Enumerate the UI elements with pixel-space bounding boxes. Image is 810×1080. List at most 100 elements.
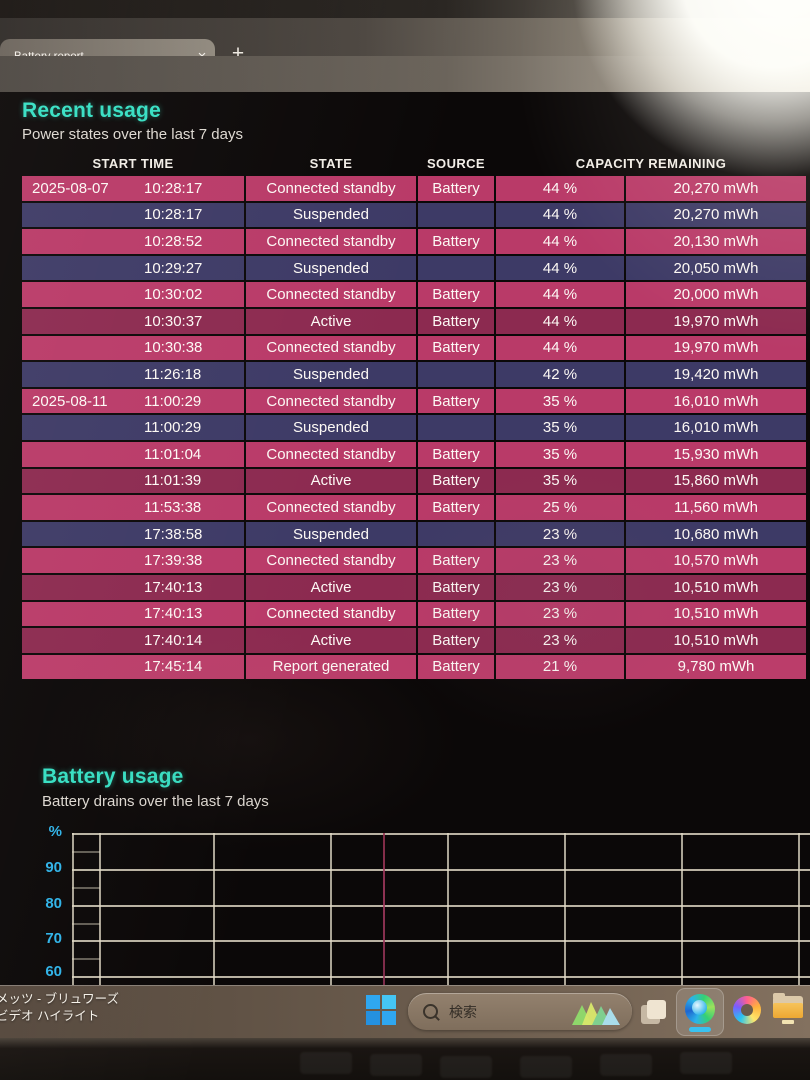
cell-capacity-percent: 21 % xyxy=(496,654,624,680)
cell-source: Battery xyxy=(418,574,494,600)
cell-capacity-percent: 35 % xyxy=(496,441,624,467)
cell-state: Active xyxy=(246,308,416,334)
copilot-icon[interactable] xyxy=(733,996,761,1024)
cell-capacity-mwh: 10,510 mWh xyxy=(626,601,806,627)
power-states-table-rows: 2025-08-07 10:28:17 Connected standby Ba… xyxy=(22,176,806,680)
windows-start-icon[interactable] xyxy=(366,995,398,1027)
cell-capacity-mwh: 19,970 mWh xyxy=(626,335,806,361)
start-time: 11:01:04 xyxy=(144,445,202,463)
start-time: 10:28:52 xyxy=(144,232,203,250)
file-explorer-icon[interactable] xyxy=(773,993,803,1024)
window-top-strip xyxy=(0,0,810,18)
cell-capacity-mwh: 10,510 mWh xyxy=(626,574,806,600)
cell-source: Battery xyxy=(418,388,494,414)
cell-source: Battery xyxy=(418,176,494,201)
cell-capacity-mwh: 15,860 mWh xyxy=(626,468,806,494)
cell-source: Battery xyxy=(418,308,494,334)
taskbar-news-widget[interactable]: メッツ - ブリュワーズ ビデオ ハイライト xyxy=(0,991,119,1025)
cell-capacity-percent: 23 % xyxy=(496,574,624,600)
cell-state: Suspended xyxy=(246,202,416,228)
cell-state: Connected standby xyxy=(246,548,416,573)
start-time: 10:30:02 xyxy=(144,286,203,304)
col-state: STATE xyxy=(309,156,353,171)
y-tick-70: 70 xyxy=(45,930,62,947)
start-time: 17:39:38 xyxy=(144,552,203,570)
cell-source: Battery xyxy=(418,335,494,361)
cell-source xyxy=(418,521,494,547)
power-states-table-header: START TIME STATE SOURCE CAPACITY REMAINI… xyxy=(22,156,806,171)
col-source: SOURCE xyxy=(426,156,486,171)
cell-capacity-percent: 44 % xyxy=(496,176,624,201)
start-time: 11:00:29 xyxy=(144,419,202,437)
cell-capacity-percent: 23 % xyxy=(496,628,624,653)
cell-state: Active xyxy=(246,628,416,653)
start-time: 10:30:38 xyxy=(144,339,203,357)
start-time: 11:53:38 xyxy=(144,498,202,516)
battery-usage-title: Battery usage xyxy=(42,765,184,788)
search-label: 検索 xyxy=(449,1003,477,1020)
bing-daily-image-icon[interactable] xyxy=(570,999,622,1025)
laptop-keyboard xyxy=(0,1038,810,1080)
cell-capacity-mwh: 10,510 mWh xyxy=(626,628,806,653)
cell-source: Battery xyxy=(418,282,494,307)
windows-taskbar: メッツ - ブリュワーズ ビデオ ハイライト 検索 xyxy=(0,985,810,1038)
cell-capacity-mwh: 20,130 mWh xyxy=(626,229,806,254)
cell-capacity-percent: 25 % xyxy=(496,495,624,520)
cell-source: Battery xyxy=(418,229,494,254)
edge-taskbar-button[interactable] xyxy=(676,988,724,1036)
battery-report-page: Recent usage Power states over the last … xyxy=(0,92,810,985)
cell-state: Suspended xyxy=(246,255,416,281)
cell-state: Connected standby xyxy=(246,441,416,467)
start-time: 10:30:37 xyxy=(144,312,203,330)
cell-source xyxy=(418,202,494,228)
cell-source: Battery xyxy=(418,628,494,653)
cell-source: Battery xyxy=(418,548,494,573)
y-tick-percent: % xyxy=(48,823,62,840)
cell-capacity-percent: 44 % xyxy=(496,282,624,307)
chart-y-axis-labels: % 90 80 70 60 xyxy=(20,92,62,985)
cell-state: Connected standby xyxy=(246,495,416,520)
task-view-icon[interactable] xyxy=(641,1000,667,1026)
cell-capacity-percent: 44 % xyxy=(496,229,624,254)
cell-capacity-mwh: 20,050 mWh xyxy=(626,255,806,281)
cell-source xyxy=(418,415,494,440)
cell-capacity-percent: 44 % xyxy=(496,255,624,281)
cell-state: Suspended xyxy=(246,521,416,547)
news-subline: ビデオ ハイライト xyxy=(0,1009,100,1023)
cell-state: Connected standby xyxy=(246,601,416,627)
cell-capacity-mwh: 19,420 mWh xyxy=(626,362,806,387)
cell-capacity-percent: 44 % xyxy=(496,202,624,228)
start-time: 11:00:29 xyxy=(144,392,202,410)
cell-capacity-mwh: 11,560 mWh xyxy=(626,495,806,520)
y-tick-60: 60 xyxy=(45,963,62,980)
cell-capacity-mwh: 16,010 mWh xyxy=(626,388,806,414)
start-time: 11:01:39 xyxy=(144,472,202,490)
cell-capacity-mwh: 15,930 mWh xyxy=(626,441,806,467)
cell-capacity-percent: 35 % xyxy=(496,388,624,414)
y-tick-80: 80 xyxy=(45,895,62,912)
cell-source: Battery xyxy=(418,495,494,520)
cell-state: Connected standby xyxy=(246,388,416,414)
start-time: 10:28:17 xyxy=(144,206,203,224)
laptop-screen: Battery report × + i ファイル C:/Users/user/… xyxy=(0,0,810,1038)
cell-capacity-percent: 23 % xyxy=(496,521,624,547)
taskbar-search-box[interactable]: 検索 xyxy=(408,993,632,1030)
cell-capacity-percent: 35 % xyxy=(496,468,624,494)
cell-capacity-mwh: 20,270 mWh xyxy=(626,202,806,228)
cell-source: Battery xyxy=(418,441,494,467)
cell-source xyxy=(418,362,494,387)
cell-state: Connected standby xyxy=(246,282,416,307)
cell-capacity-mwh: 10,680 mWh xyxy=(626,521,806,547)
cell-capacity-mwh: 19,970 mWh xyxy=(626,308,806,334)
cell-capacity-percent: 23 % xyxy=(496,548,624,573)
cell-capacity-percent: 44 % xyxy=(496,308,624,334)
cell-capacity-mwh: 10,570 mWh xyxy=(626,548,806,573)
news-headline: メッツ - ブリュワーズ xyxy=(0,992,119,1006)
start-time: 10:29:27 xyxy=(144,259,203,277)
cell-state: Report generated xyxy=(246,654,416,680)
cell-state: Suspended xyxy=(246,362,416,387)
battery-usage-chart xyxy=(72,833,810,985)
cell-state: Connected standby xyxy=(246,335,416,361)
cell-capacity-percent: 35 % xyxy=(496,415,624,440)
edge-active-indicator xyxy=(689,1027,711,1032)
